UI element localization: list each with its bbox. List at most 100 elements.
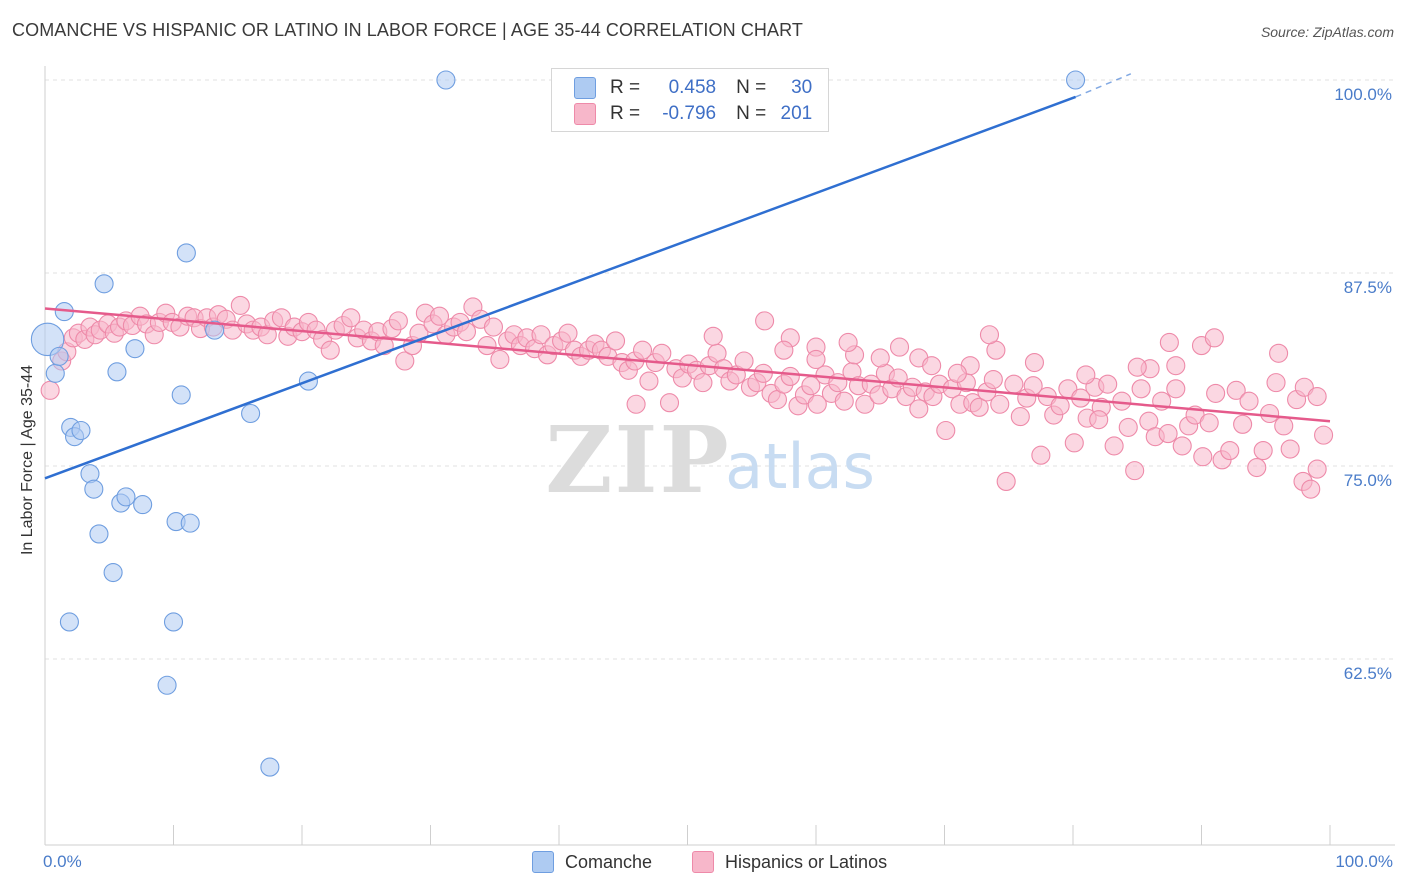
hispanic-point (632, 340, 653, 360)
hispanic-point (834, 391, 854, 411)
legend-swatch-comanche (532, 851, 554, 873)
hispanic-point (1314, 425, 1334, 445)
hispanic-point (1127, 357, 1147, 377)
hispanic-point (1206, 383, 1226, 403)
watermark-zip: ZIP (545, 406, 730, 514)
comanche-point (180, 513, 200, 533)
hispanic-point (909, 399, 929, 419)
hispanic-point (1159, 332, 1179, 353)
comanche-point (163, 612, 184, 632)
legend-item-comanche: Comanche (532, 851, 652, 873)
source-label: Source: ZipAtlas.com (1260, 24, 1394, 40)
hispanic-point (1076, 365, 1096, 385)
hispanic-point (1294, 377, 1314, 397)
hispanic-point (1098, 374, 1118, 394)
comanche-point (94, 274, 114, 294)
hispanic-point (969, 397, 989, 417)
legend-label-hispanic: Hispanics or Latinos (725, 851, 888, 872)
comanche-point (103, 562, 123, 583)
hispanic-point (230, 295, 250, 315)
hispanic-point (490, 349, 510, 370)
comanche-point (107, 362, 127, 382)
hispanic-point (838, 332, 858, 353)
hispanic-point (1220, 441, 1240, 461)
hispanic-point (1104, 436, 1124, 456)
hispanic-point (1024, 353, 1044, 373)
hispanic-point (774, 340, 794, 360)
hispanic-point (936, 420, 956, 441)
x-tick-label: 100.0% (1335, 852, 1393, 871)
hispanic-point (483, 317, 504, 337)
y-tick-label: 62.5% (1343, 664, 1392, 683)
comanche-point (133, 495, 153, 515)
hispanic-point (753, 363, 773, 383)
hispanic-point (639, 371, 659, 391)
hispanic-point (1247, 457, 1267, 478)
comanche-point (116, 487, 136, 507)
hispanic-point (605, 331, 626, 351)
watermark-atlas: atlas (725, 430, 875, 503)
hispanic-point (1118, 417, 1138, 437)
hispanic-point (1112, 391, 1132, 411)
r-label: R = (610, 103, 641, 124)
x-tick-label: 0.0% (43, 852, 82, 871)
hispanic-point (1307, 459, 1327, 479)
legend-label-comanche: Comanche (565, 851, 653, 872)
hispanic-point (1233, 414, 1253, 434)
comanche-trend-line (44, 95, 1077, 480)
hispanic-point (1089, 410, 1109, 430)
comanche-point (157, 675, 177, 695)
hispanic-point (1010, 407, 1030, 427)
hispanic-point (1301, 479, 1321, 499)
chart-title: COMANCHE VS HISPANIC OR LATINO IN LABOR … (12, 20, 803, 40)
hispanic-point (693, 373, 713, 393)
n-value: 201 (780, 103, 813, 124)
hispanic-point (806, 349, 826, 370)
n-label: N = (736, 103, 767, 124)
hispanic-point (1204, 328, 1224, 348)
hispanic-point (271, 308, 291, 328)
hispanic-point (1274, 416, 1294, 436)
hispanic-point (870, 348, 890, 368)
hispanic-point (922, 356, 942, 376)
hispanic-point (1226, 380, 1246, 400)
hispanic-point (1260, 403, 1280, 424)
hispanic-point (652, 343, 672, 363)
hispanic-point (626, 394, 646, 414)
r-value: 0.458 (668, 77, 717, 98)
hispanic-point (889, 337, 910, 357)
y-tick-label: 75.0% (1343, 471, 1392, 490)
hispanic-point (780, 366, 800, 386)
comanche-point (49, 346, 69, 366)
hispanic-point (1166, 356, 1186, 376)
hispanic-point (755, 311, 775, 331)
hispanic-point (1266, 373, 1286, 393)
hispanic-point (1253, 441, 1273, 461)
n-label: N = (736, 77, 767, 98)
comanche-point (241, 403, 261, 424)
comanche-point (84, 479, 104, 499)
hispanic-point (1125, 461, 1145, 481)
y-tick-label: 100.0% (1334, 85, 1392, 104)
r-label: R = (610, 77, 641, 98)
watermark: ZIP atlas (545, 406, 875, 514)
hispanic-point (807, 394, 827, 414)
hispanic-point (1193, 447, 1213, 467)
legend-row-hispanic: R = -0.796 N = 201 (574, 102, 812, 126)
hispanic-point (1004, 374, 1024, 394)
hispanic-point (1199, 413, 1219, 433)
comanche-point (1066, 70, 1086, 90)
hispanic-point (558, 323, 578, 343)
hispanic-point (979, 325, 1000, 345)
hispanic-point (1172, 436, 1192, 456)
hispanic-point (734, 351, 754, 371)
comanche-point (176, 243, 196, 263)
r-value: -0.796 (662, 103, 717, 124)
hispanic-point (659, 393, 680, 413)
correlation-legend: R = 0.458 N = 30 R = -0.796 N = 201 (551, 68, 829, 132)
hispanic-point (388, 311, 408, 331)
hispanic-point (996, 471, 1016, 491)
legend-swatch-hispanic (574, 103, 596, 125)
hispanic-point (983, 369, 1003, 390)
